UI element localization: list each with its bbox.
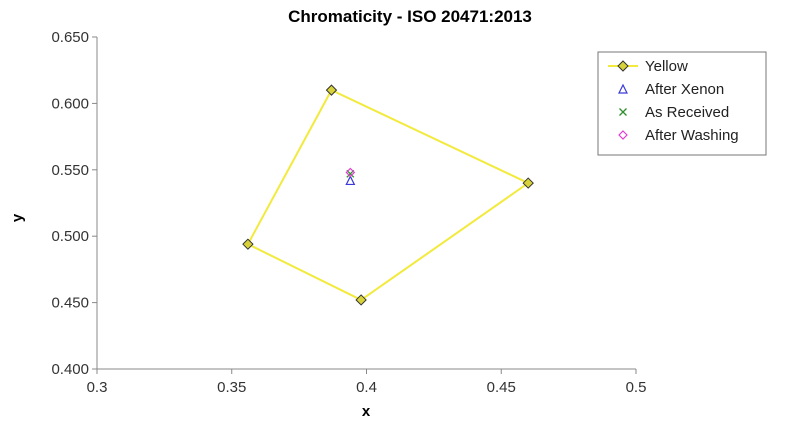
- legend-marker-yellow: [617, 60, 629, 72]
- y-tick-label: 0.550: [51, 162, 89, 179]
- data-point-yellow: [325, 84, 338, 96]
- legend-box: [597, 51, 767, 156]
- axes: 0.400 0.450 0.500 0.550 0.600 0.650 0.3 0.35 0.4…: [51, 29, 646, 396]
- legend-label-after-xenon: After Xenon: [645, 81, 724, 98]
- y-tick-label: 0.400: [51, 361, 89, 378]
- data-point-yellow: [522, 177, 534, 189]
- x-axis-title: x: [362, 403, 371, 420]
- data-point-yellow: [355, 294, 367, 306]
- x-tick-label: 0.4: [356, 379, 377, 396]
- legend-marker-after-washing: [618, 130, 628, 140]
- y-tick-label: 0.450: [51, 295, 89, 312]
- legend-marker-as-received: [619, 108, 627, 116]
- x-marker-stroke: [619, 108, 627, 116]
- series-after-xenon: [345, 175, 356, 186]
- y-tick-label: 0.500: [51, 228, 89, 245]
- y-axis-title: y: [9, 213, 26, 222]
- x-tick-label: 0.5: [626, 379, 647, 396]
- x-tick-label: 0.3: [87, 379, 108, 396]
- legend-label-as-received: As Received: [645, 104, 729, 121]
- legend-label-after-washing: After Washing: [645, 127, 739, 144]
- legend: Yellow After Xenon As Received After Washin…: [597, 51, 767, 156]
- series-yellow: [242, 84, 534, 306]
- series-line-yellow: [246, 88, 531, 302]
- legend-label-yellow: Yellow: [645, 58, 688, 75]
- data-point-yellow: [242, 238, 254, 250]
- data-point-after-washing: [345, 167, 356, 178]
- x-tick-label: 0.35: [217, 379, 246, 396]
- y-tick-label: 0.600: [51, 95, 89, 112]
- plot-area: [242, 84, 534, 306]
- y-tick-label: 0.650: [51, 29, 89, 46]
- x-tick-label: 0.45: [487, 379, 516, 396]
- chart-title: Chromaticity - ISO 20471:2013: [288, 7, 532, 26]
- data-point-after-xenon: [345, 175, 356, 186]
- series-after-washing: [345, 167, 356, 178]
- legend-marker-after-xenon: [618, 83, 628, 94]
